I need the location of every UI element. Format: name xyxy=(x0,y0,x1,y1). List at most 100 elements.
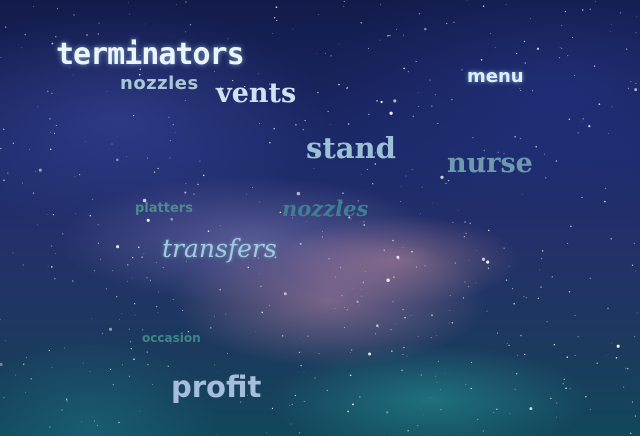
star xyxy=(226,352,229,355)
star xyxy=(158,291,160,293)
star xyxy=(362,281,365,284)
star xyxy=(24,33,26,36)
star xyxy=(365,270,366,272)
star xyxy=(420,374,422,376)
star xyxy=(132,114,135,117)
star xyxy=(562,382,565,385)
star xyxy=(298,351,301,354)
star xyxy=(91,318,93,320)
star xyxy=(360,22,362,24)
star xyxy=(339,267,341,269)
star xyxy=(175,4,177,6)
star xyxy=(116,245,120,249)
star xyxy=(616,344,620,348)
star xyxy=(490,33,492,34)
star xyxy=(512,288,514,290)
star xyxy=(636,15,638,17)
star xyxy=(315,153,318,157)
star xyxy=(30,378,32,380)
star xyxy=(47,265,49,267)
star xyxy=(383,432,385,434)
star xyxy=(273,17,276,19)
star xyxy=(139,68,141,71)
star xyxy=(303,400,305,402)
star xyxy=(129,341,132,343)
star xyxy=(112,384,114,386)
star xyxy=(383,249,385,251)
star xyxy=(352,403,354,406)
star xyxy=(516,53,518,55)
star xyxy=(483,149,486,152)
star xyxy=(463,236,466,238)
star xyxy=(634,336,636,338)
star xyxy=(630,432,632,435)
star xyxy=(328,258,330,260)
star xyxy=(635,82,637,84)
star xyxy=(389,111,393,115)
star xyxy=(343,326,346,329)
star xyxy=(29,149,30,150)
star xyxy=(55,36,57,38)
star xyxy=(431,105,433,107)
star xyxy=(131,277,133,279)
star xyxy=(412,115,415,118)
star xyxy=(185,261,188,263)
star xyxy=(605,354,607,356)
star xyxy=(144,23,146,25)
star xyxy=(380,100,383,104)
star xyxy=(574,354,576,356)
star xyxy=(482,430,485,432)
star xyxy=(12,142,14,144)
star xyxy=(219,288,221,291)
star xyxy=(400,201,402,202)
star xyxy=(197,183,199,186)
star xyxy=(635,32,637,34)
star xyxy=(258,273,260,275)
star xyxy=(147,364,149,366)
star xyxy=(111,270,113,272)
star xyxy=(347,410,349,413)
star xyxy=(307,335,309,337)
star xyxy=(305,221,307,222)
star xyxy=(261,311,264,314)
star xyxy=(327,110,329,112)
star xyxy=(97,33,100,35)
star xyxy=(610,342,612,344)
star xyxy=(360,174,362,176)
star xyxy=(271,407,274,410)
star xyxy=(432,202,433,204)
star xyxy=(24,392,26,393)
star xyxy=(471,361,472,363)
star xyxy=(524,62,527,64)
star xyxy=(172,298,174,300)
star xyxy=(246,194,248,196)
star xyxy=(506,343,508,344)
star xyxy=(480,59,483,61)
star xyxy=(258,73,260,75)
star xyxy=(356,300,359,303)
star xyxy=(342,192,344,194)
star xyxy=(146,351,149,353)
star xyxy=(375,324,379,328)
star xyxy=(513,303,515,305)
star xyxy=(51,366,53,368)
star xyxy=(403,346,405,349)
star xyxy=(545,177,547,179)
star xyxy=(318,13,320,15)
star xyxy=(126,156,128,157)
star xyxy=(401,369,403,372)
star xyxy=(411,251,413,253)
star xyxy=(139,410,141,412)
star xyxy=(407,70,410,73)
star xyxy=(516,373,518,375)
star xyxy=(525,297,527,299)
star xyxy=(400,185,402,187)
star xyxy=(551,276,553,278)
star xyxy=(210,327,212,329)
star xyxy=(461,69,463,71)
star xyxy=(438,360,439,362)
star xyxy=(54,253,56,255)
star xyxy=(151,384,153,386)
star xyxy=(421,186,423,188)
star xyxy=(619,12,622,14)
